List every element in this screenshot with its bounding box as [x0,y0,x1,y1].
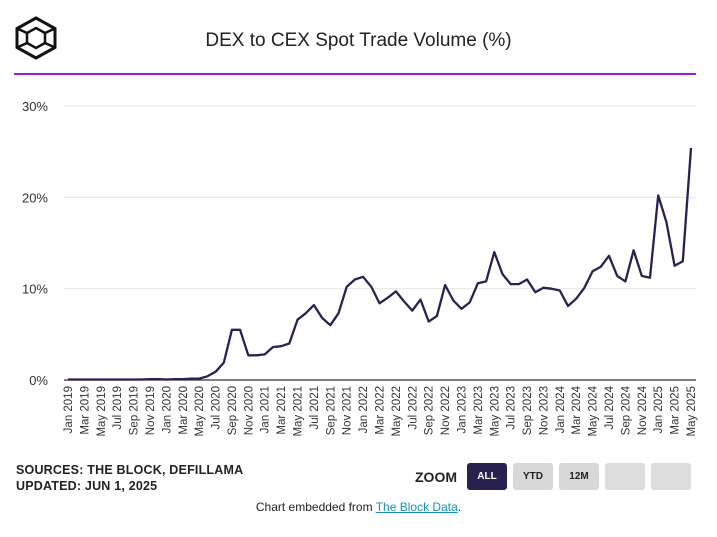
x-tick-label: Jan 2022 [358,386,370,433]
x-tick-label: Nov 2022 [440,386,452,435]
series-line [68,147,693,381]
x-tick-label: May 2025 [686,386,698,437]
x-tick-label: Jan 2021 [260,386,272,433]
x-tick-label: Jul 2020 [211,386,223,429]
x-tick-label: Jan 2020 [161,386,173,433]
x-tick-label: Nov 2023 [538,386,550,435]
x-tick-label: Mar 2023 [473,386,485,435]
x-tick-label: May 2022 [391,386,403,437]
x-tick-label: May 2024 [588,385,600,436]
x-tick-label: May 2019 [96,386,108,437]
x-tick-label: Nov 2020 [243,386,255,435]
x-tick-label: Jan 2023 [456,386,468,433]
x-tick-label: Mar 2021 [276,386,288,435]
sources-text: SOURCES: THE BLOCK, DEFILLAMA [16,463,244,477]
line-chart: 0% 10% 20% 30% Jan 2019 Mar 2019 May 2019 Jul 2… [22,99,698,437]
zoom-extra-button-1[interactable] [605,463,645,490]
title-divider [14,73,696,75]
x-tick-label: Mar 2022 [375,386,387,435]
x-tick-label: Sep 2021 [325,386,337,435]
x-tick-label: Jul 2021 [309,386,321,429]
x-tick-label: Mar 2020 [178,386,190,435]
x-tick-label: Jan 2025 [653,386,665,433]
x-tick-label: Jul 2022 [407,386,419,429]
x-tick-label: Mar 2019 [79,386,91,435]
x-tick-label: Jul 2019 [112,386,124,429]
x-tick-label: Nov 2024 [637,385,649,435]
x-tick-label: May 2020 [194,386,206,437]
chart-title: DEX to CEX Spot Trade Volume (%) [205,30,512,51]
embed-suffix: . [457,500,462,514]
the-block-logo-icon[interactable] [14,16,58,60]
zoom-ytd-button[interactable]: YTD [513,463,553,490]
x-tick-label: Jan 2019 [63,386,75,433]
x-tick-label: Jan 2024 [555,385,567,433]
x-tick-label: Jul 2023 [506,386,518,429]
y-tick-label: 0% [29,373,48,388]
zoom-extra-button-2[interactable] [651,463,691,490]
x-tick-label: Mar 2024 [571,385,583,434]
zoom-12m-button[interactable]: 12M [559,463,599,490]
x-tick-label: May 2021 [293,386,305,437]
x-tick-label: Nov 2019 [145,386,157,435]
y-tick-label: 30% [22,99,48,114]
x-tick-label: Sep 2019 [129,386,141,435]
header: DEX to CEX Spot Trade Volume (%) [0,0,717,75]
zoom-label: ZOOM [415,468,457,485]
embed-prefix: Chart embedded from [255,500,376,514]
x-tick-label: Sep 2020 [227,386,239,435]
sources-block: SOURCES: THE BLOCK, DEFILLAMA UPDATED: J… [16,462,243,494]
y-tick-label: 10% [22,282,48,297]
x-tick-label: May 2023 [489,386,501,437]
x-tick-label: Sep 2023 [522,386,534,435]
zoom-all-button[interactable]: ALL [467,463,507,490]
y-tick-label: 20% [22,190,48,205]
embed-credit: Chart embedded from The Block Data. [0,500,717,514]
x-tick-label: Sep 2022 [424,386,436,435]
x-tick-label: Mar 2025 [670,386,682,435]
zoom-controls: ZOOM ALL YTD 12M [415,463,697,490]
x-tick-label: Nov 2021 [342,386,354,435]
x-tick-label: Jul 2024 [604,385,616,429]
x-tick-label: Sep 2024 [620,385,632,435]
the-block-data-link[interactable]: The Block Data [375,500,458,514]
updated-text: UPDATED: JUN 1, 2025 [16,479,158,493]
